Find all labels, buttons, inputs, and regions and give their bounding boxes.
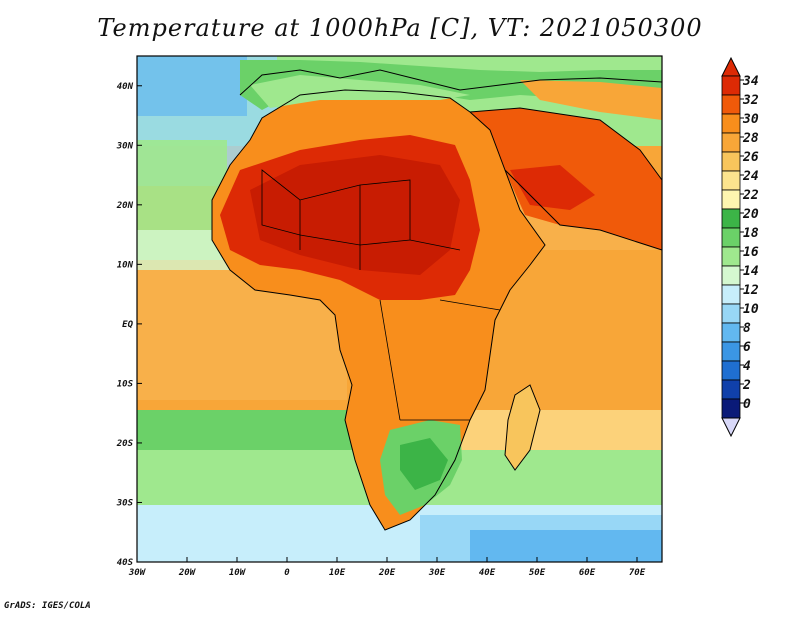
colorbar-label: 10 xyxy=(743,302,759,317)
colorbar-label: 32 xyxy=(742,93,759,108)
colorbar-swatch xyxy=(721,265,741,286)
colorbar-swatch xyxy=(721,189,741,210)
x-tick-label: 40E xyxy=(479,568,496,578)
colorbar-swatch xyxy=(721,284,741,305)
colorbar-label: 22 xyxy=(742,188,759,203)
x-tick-label: 10W xyxy=(229,568,247,578)
colorbar-swatch xyxy=(721,303,741,324)
colorbar-bottom-arrow xyxy=(721,417,741,438)
grads-credit: GrADS: IGES/COLA xyxy=(4,601,91,611)
y-tick-label: 10S xyxy=(117,379,134,389)
colorbar-swatch xyxy=(721,151,741,172)
colorbar-swatch xyxy=(721,208,741,229)
colorbar-swatch xyxy=(721,227,741,248)
map-title: Temperature at 1000hPa [C], VT: 20210503… xyxy=(97,14,703,42)
colorbar-label: 16 xyxy=(743,245,759,260)
colorbar-swatch xyxy=(721,94,741,115)
x-tick-label: 60E xyxy=(579,568,596,578)
colorbar-swatch xyxy=(721,132,741,153)
y-tick-label: EQ xyxy=(122,320,133,330)
colorbar-label: 20 xyxy=(742,207,759,222)
colorbar-top-arrow xyxy=(721,56,741,77)
y-tick-label: 30N xyxy=(116,141,134,151)
axis-ticks: 30W 20W 10W 0 10E 20E 30E 40E 50E 60E 70E 40N 30N 20N… xyxy=(116,82,646,578)
x-tick-label: 50E xyxy=(529,568,546,578)
colorbar-label: 12 xyxy=(743,283,759,298)
colorbar-label: 0 xyxy=(743,397,751,412)
colorbar-swatch xyxy=(721,341,741,362)
colorbar-label: 18 xyxy=(743,226,759,241)
colorbar-label: 14 xyxy=(743,264,759,279)
x-tick-label: 70E xyxy=(629,568,646,578)
colorbar-swatch xyxy=(721,75,741,96)
colorbar-swatch xyxy=(721,379,741,400)
y-tick-label: 20N xyxy=(116,201,134,211)
x-tick-label: 30E xyxy=(428,568,446,578)
colorbar-swatch xyxy=(721,113,741,134)
x-tick-label: 20E xyxy=(378,568,396,578)
y-tick-label: 40N xyxy=(117,82,134,92)
colorbar-label: 24 xyxy=(742,169,759,184)
colorbar-swatch xyxy=(721,360,741,381)
map-plot-area xyxy=(137,56,662,562)
x-tick-label: 20W xyxy=(178,568,197,578)
colorbar-label: 26 xyxy=(742,150,759,165)
x-tick-label: 30W xyxy=(128,568,147,578)
x-tick-label: 10E xyxy=(329,568,346,578)
y-tick-label: 30S xyxy=(116,498,134,508)
y-tick-label: 40S xyxy=(117,558,134,568)
colorbar-swatch xyxy=(721,398,741,419)
map-frame xyxy=(136,55,663,563)
x-tick-label: 0 xyxy=(284,568,290,578)
colorbar-label: 6 xyxy=(743,340,751,355)
colorbar-label: 28 xyxy=(742,131,759,146)
y-tick-label: 20S xyxy=(116,439,134,449)
colorbar-label: 2 xyxy=(742,378,751,393)
colorbar-swatch xyxy=(721,170,741,191)
colorbar-swatch xyxy=(721,246,741,267)
colorbar-label: 34 xyxy=(742,74,759,89)
colorbar-swatch xyxy=(721,322,741,343)
colorbar-label: 30 xyxy=(742,112,759,127)
colorbar-label: 4 xyxy=(743,359,751,374)
colorbar-label: 8 xyxy=(743,321,751,336)
coastline-borders xyxy=(211,69,663,531)
y-tick-label: 10N xyxy=(117,260,134,270)
